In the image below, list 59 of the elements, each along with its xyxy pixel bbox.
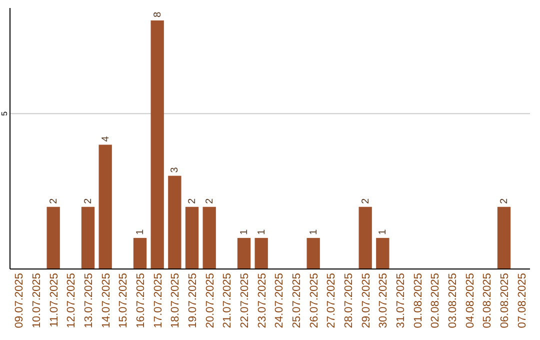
bar (497, 206, 511, 269)
x-tick-label: 29.07.2025 (360, 273, 372, 328)
data-label: 1 (239, 228, 250, 235)
x-tick-label: 07.08.2025 (516, 273, 528, 328)
x-tick-label: 26.07.2025 (308, 273, 320, 328)
bar (98, 144, 112, 269)
x-tick-label: 25.07.2025 (291, 273, 303, 328)
x-tick-label: 12.07.2025 (66, 273, 78, 328)
x-tick-label: 13.07.2025 (83, 273, 95, 328)
bar (358, 206, 372, 269)
x-tick-label: 14.07.2025 (100, 273, 112, 328)
x-tick-label: 31.07.2025 (395, 273, 407, 328)
bar (46, 206, 60, 269)
bar (202, 206, 216, 269)
data-label: 1 (308, 228, 320, 235)
x-tick-label: 28.07.2025 (343, 273, 355, 328)
x-tick-label: 19.07.2025 (187, 273, 199, 328)
x-tick-label: 10.07.2025 (31, 273, 43, 328)
data-label: 1 (256, 228, 268, 235)
x-tick-label: 01.08.2025 (412, 273, 424, 328)
data-label: 2 (187, 198, 198, 204)
x-tick-label: 06.08.2025 (499, 273, 511, 328)
x-tick-label: 27.07.2025 (326, 273, 338, 328)
x-tick-label: 03.08.2025 (447, 273, 459, 328)
x-tick-label: 15.07.2025 (118, 273, 130, 328)
x-tick-label: 17.07.2025 (152, 273, 164, 328)
bar (376, 238, 390, 269)
bar (168, 176, 182, 269)
x-tick-label: 23.07.2025 (256, 273, 268, 328)
data-label: 8 (152, 11, 164, 18)
x-tick-label: 16.07.2025 (135, 273, 147, 328)
x-tick-label: 05.08.2025 (482, 273, 494, 328)
x-tick-label: 30.07.2025 (378, 273, 390, 328)
data-label: 1 (378, 228, 389, 235)
data-label: 2 (360, 198, 372, 204)
bar (254, 238, 268, 269)
bar (185, 206, 199, 269)
x-tick-label: 11.07.2025 (48, 273, 60, 328)
x-tick-label: 18.07.2025 (170, 273, 182, 328)
data-label: 4 (100, 136, 112, 142)
data-label: 3 (170, 166, 181, 173)
y-tick-label: 5 (0, 110, 9, 116)
bar (237, 238, 251, 269)
x-tick-label: 24.07.2025 (274, 273, 286, 328)
bar (81, 206, 95, 269)
x-tick-label: 02.08.2025 (430, 273, 442, 328)
x-tick-label: 09.07.2025 (14, 273, 26, 328)
x-tick-label: 22.07.2025 (239, 273, 251, 328)
bar (150, 20, 164, 269)
data-label: 2 (83, 198, 94, 204)
bar (133, 238, 147, 269)
data-label: 1 (135, 228, 146, 235)
x-tick-label: 21.07.2025 (222, 273, 234, 328)
data-label: 2 (48, 198, 60, 204)
bar (306, 238, 320, 269)
data-label: 2 (499, 198, 510, 204)
x-tick-label: 04.08.2025 (464, 273, 476, 328)
x-tick-label: 20.07.2025 (204, 273, 216, 328)
data-label: 2 (204, 198, 216, 204)
